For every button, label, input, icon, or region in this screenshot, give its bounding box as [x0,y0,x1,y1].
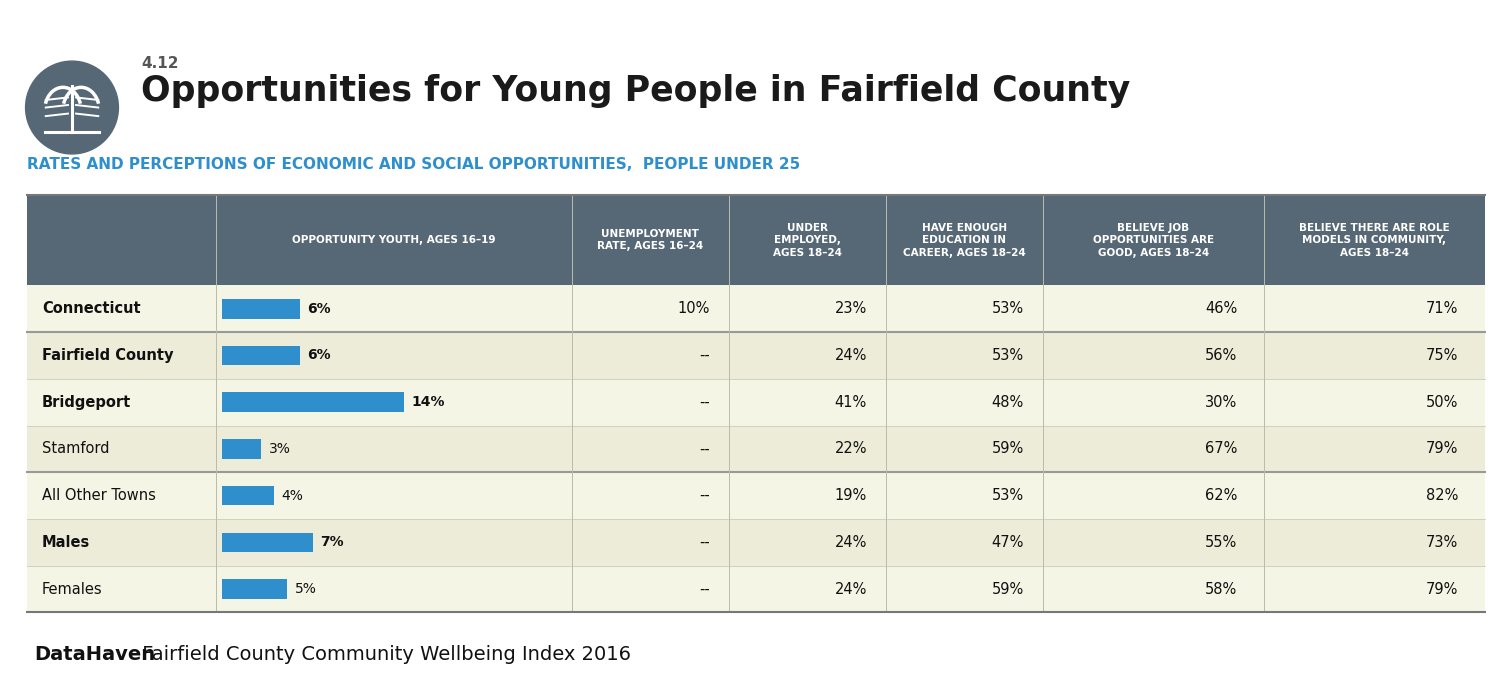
Circle shape [26,61,118,154]
Text: UNEMPLOYMENT
RATE, AGES 16–24: UNEMPLOYMENT RATE, AGES 16–24 [597,229,703,251]
Text: Fairfield County: Fairfield County [42,348,174,363]
Text: 79%: 79% [1426,441,1458,457]
Text: 23%: 23% [834,301,867,316]
Text: Males: Males [42,535,90,550]
Text: 82%: 82% [1426,488,1458,503]
Text: --: -- [699,395,709,410]
Text: 14%: 14% [411,395,446,409]
Text: UNDER
EMPLOYED,
AGES 18–24: UNDER EMPLOYED, AGES 18–24 [772,223,842,258]
Text: 53%: 53% [992,348,1024,363]
Text: 3%: 3% [268,442,291,456]
Text: Opportunities for Young People in Fairfield County: Opportunities for Young People in Fairfi… [141,74,1131,109]
Text: 30%: 30% [1204,395,1237,410]
Text: 59%: 59% [992,582,1024,596]
Text: 75%: 75% [1426,348,1458,363]
Text: --: -- [699,348,709,363]
Text: 58%: 58% [1204,582,1237,596]
Text: 79%: 79% [1426,582,1458,596]
Text: 62%: 62% [1204,488,1237,503]
Text: 41%: 41% [834,395,867,410]
Text: --: -- [699,488,709,503]
Text: 4%: 4% [282,489,303,503]
Text: 53%: 53% [992,301,1024,316]
Text: --: -- [699,582,709,596]
Text: Fairfield County Community Wellbeing Index 2016: Fairfield County Community Wellbeing Ind… [136,644,632,664]
Text: --: -- [699,535,709,550]
Text: 24%: 24% [834,348,867,363]
Text: OPPORTUNITY YOUTH, AGES 16–19: OPPORTUNITY YOUTH, AGES 16–19 [292,235,495,245]
Text: 73%: 73% [1426,535,1458,550]
Text: Bridgeport: Bridgeport [42,395,132,410]
Text: RATES AND PERCEPTIONS OF ECONOMIC AND SOCIAL OPPORTUNITIES,  PEOPLE UNDER 25: RATES AND PERCEPTIONS OF ECONOMIC AND SO… [27,157,801,172]
Text: 56%: 56% [1204,348,1237,363]
Text: 50%: 50% [1426,395,1458,410]
Text: 55%: 55% [1204,535,1237,550]
Text: BELIEVE JOB
OPPORTUNITIES ARE
GOOD, AGES 18–24: BELIEVE JOB OPPORTUNITIES ARE GOOD, AGES… [1094,223,1214,258]
Text: All Other Towns: All Other Towns [42,488,156,503]
Text: 19%: 19% [834,488,867,503]
Text: Stamford: Stamford [42,441,110,457]
Text: 4.12: 4.12 [141,56,178,71]
Text: 22%: 22% [834,441,867,457]
Text: 24%: 24% [834,535,867,550]
Text: --: -- [699,441,709,457]
Text: 48%: 48% [992,395,1024,410]
Text: 10%: 10% [678,301,710,316]
Text: 7%: 7% [321,535,344,549]
Text: 53%: 53% [992,488,1024,503]
Text: 5%: 5% [294,582,316,596]
Text: 6%: 6% [308,302,332,316]
Text: 47%: 47% [992,535,1024,550]
Text: Females: Females [42,582,102,596]
Text: 46%: 46% [1204,301,1237,316]
Text: Connecticut: Connecticut [42,301,141,316]
Text: 6%: 6% [308,349,332,363]
Text: BELIEVE THERE ARE ROLE
MODELS IN COMMUNITY,
AGES 18–24: BELIEVE THERE ARE ROLE MODELS IN COMMUNI… [1299,223,1450,258]
Text: HAVE ENOUGH
EDUCATION IN
CAREER, AGES 18–24: HAVE ENOUGH EDUCATION IN CAREER, AGES 18… [903,223,1026,258]
Text: 24%: 24% [834,582,867,596]
Text: 67%: 67% [1204,441,1237,457]
Text: 59%: 59% [992,441,1024,457]
Text: DataHaven: DataHaven [34,644,156,664]
Text: 71%: 71% [1426,301,1458,316]
